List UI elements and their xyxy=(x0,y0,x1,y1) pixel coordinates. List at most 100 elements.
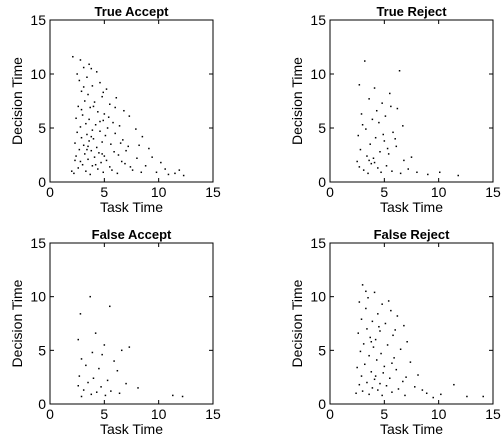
scatter-point xyxy=(135,128,137,130)
scatter-point xyxy=(92,377,95,379)
scatter-point xyxy=(372,157,375,159)
scatter-point xyxy=(97,168,99,170)
scatter-point xyxy=(90,135,93,138)
scatter-point xyxy=(399,172,402,175)
scatter-point xyxy=(136,157,138,159)
scatter-point xyxy=(386,147,389,150)
scatter-point xyxy=(407,168,409,170)
x-tick-label: 5 xyxy=(100,184,108,200)
x-tick-label: 15 xyxy=(205,406,221,422)
scatter-point xyxy=(109,305,111,308)
scatter-point xyxy=(103,155,106,157)
scatter-point xyxy=(402,125,404,127)
scatter-point xyxy=(361,284,364,286)
scatter-point xyxy=(425,392,428,395)
scatter-point xyxy=(110,143,112,145)
scatter-point xyxy=(391,170,393,172)
scatter-point xyxy=(118,392,121,395)
scatter-point xyxy=(359,148,362,151)
x-tick-label: 0 xyxy=(326,406,334,422)
scatter-point xyxy=(115,97,118,99)
scatter-point xyxy=(368,98,370,100)
scatter-point xyxy=(364,363,366,366)
scatter-point xyxy=(355,392,357,395)
scatter-point xyxy=(372,346,375,348)
scatter-point xyxy=(89,295,91,298)
scatter-point xyxy=(361,124,364,126)
scatter-point xyxy=(396,107,399,110)
x-tick-label: 5 xyxy=(380,184,388,200)
x-axis-label: Task Time xyxy=(100,199,163,215)
scatter-point xyxy=(482,395,484,398)
y-tick-label: 10 xyxy=(30,289,46,305)
x-tick-label: 0 xyxy=(46,184,54,200)
scatter-point xyxy=(87,381,89,384)
scatter-point xyxy=(379,330,381,332)
scatter-point xyxy=(365,290,367,293)
scatter-point xyxy=(370,371,373,373)
scatter-point xyxy=(90,67,93,70)
scatter-point xyxy=(75,155,77,157)
scatter-point xyxy=(155,171,158,174)
scatter-point xyxy=(120,160,123,163)
panel-title: True Accept xyxy=(95,4,170,19)
scatter-point xyxy=(127,145,129,148)
scatter-point xyxy=(181,395,184,398)
scatter-point xyxy=(138,144,140,147)
scatter-point xyxy=(375,359,378,361)
x-tick-label: 10 xyxy=(151,184,167,200)
y-tick-label: 0 xyxy=(38,396,46,412)
scatter-point xyxy=(85,364,87,367)
scatter-point xyxy=(366,155,368,157)
scatter-point xyxy=(381,394,383,397)
scatter-point xyxy=(123,109,125,112)
scatter-point xyxy=(381,303,383,305)
scatter-point xyxy=(395,368,398,371)
scatter-point xyxy=(151,156,153,158)
scatter-point xyxy=(125,149,127,152)
scatter-point xyxy=(378,325,380,328)
scatter-point xyxy=(102,119,104,122)
scatter-point xyxy=(114,106,116,109)
scatter-point xyxy=(119,142,122,144)
scatter-point xyxy=(101,95,103,98)
scatter-point xyxy=(383,140,386,142)
scatter-point xyxy=(391,362,393,364)
scatter-point xyxy=(381,102,383,104)
scatter-point xyxy=(117,154,120,156)
scatter-point xyxy=(90,149,93,152)
scatter-point xyxy=(89,106,91,109)
scatter-point xyxy=(118,125,121,127)
scatter-point xyxy=(124,162,126,165)
scatter-point xyxy=(416,171,418,174)
scatter-point xyxy=(87,93,89,96)
points-true-reject xyxy=(356,60,459,177)
scatter-point xyxy=(440,393,442,396)
scatter-point xyxy=(140,171,143,174)
scatter-point xyxy=(114,132,116,135)
scatter-point xyxy=(380,171,382,174)
y-tick-label: 15 xyxy=(30,235,46,251)
y-tick-label: 15 xyxy=(310,235,326,251)
scatter-point xyxy=(360,375,363,377)
scatter-point xyxy=(364,60,366,62)
scatter-point xyxy=(79,59,82,61)
scatter-point xyxy=(82,66,85,69)
x-tick-label: 10 xyxy=(431,406,447,422)
scatter-point xyxy=(389,92,391,95)
scatter-point xyxy=(373,291,376,294)
y-tick-label: 5 xyxy=(318,342,326,358)
scatter-point xyxy=(390,309,392,312)
scatter-point xyxy=(111,169,113,171)
plot-frame xyxy=(329,19,494,183)
scatter-point xyxy=(394,138,396,140)
x-tick-label: 10 xyxy=(151,406,167,422)
scatter-point xyxy=(148,147,150,150)
scatter-point xyxy=(392,131,394,134)
scatter-point xyxy=(160,161,162,164)
panel-true-accept: True Accept 0 5 10 15 0 5 10 15 Task Time Decision… xyxy=(9,4,221,215)
x-axis-label: Task Time xyxy=(380,421,443,437)
scatter-point xyxy=(106,127,109,129)
x-tick-label: 5 xyxy=(380,406,388,422)
panel-title: False Accept xyxy=(92,227,172,242)
